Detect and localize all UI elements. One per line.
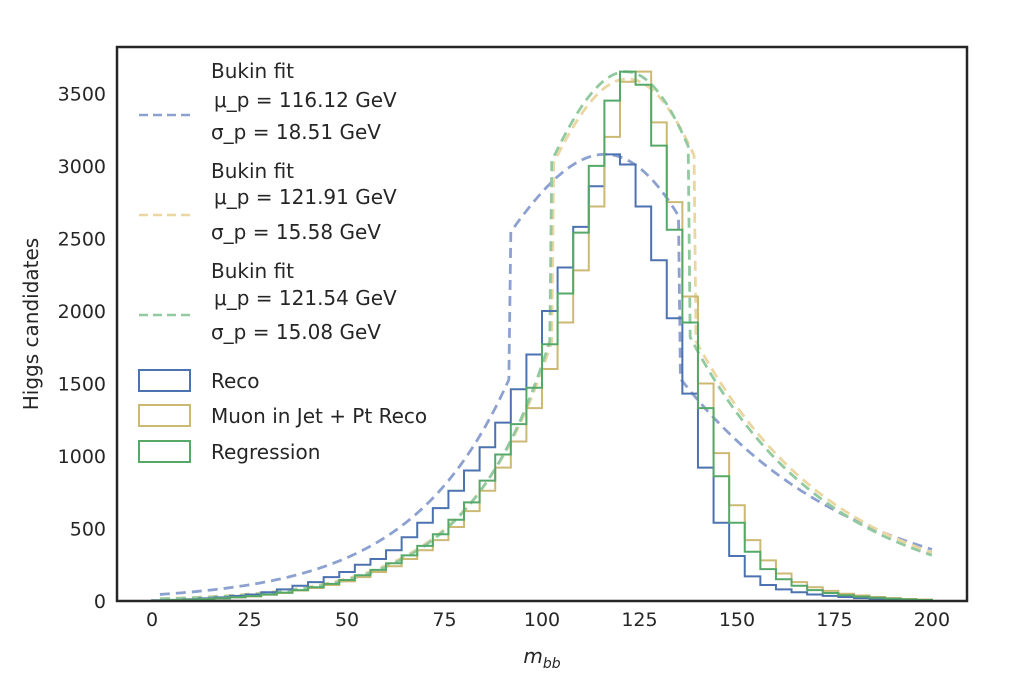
legend-regression-label: Regression [211,440,320,464]
x-tick-label: 150 [719,609,755,631]
x-tick-label: 75 [432,609,456,631]
legend-fit-muon-title: Bukin fit [211,159,294,183]
histogram-series-0 [151,153,933,602]
legend-reco-label: Reco [211,369,260,393]
x-tick-label: 175 [816,609,852,631]
fit-curve-0 [159,152,933,596]
x-tick-label: 200 [914,609,950,631]
x-axis-label: mbb [523,644,560,672]
x-tick-label: 25 [237,609,261,631]
y-axis-ticks: 0 500 1000 1500 2000 2500 3000 3500 [58,83,106,613]
y-tick-label: 0 [94,591,106,613]
x-tick-label: 100 [524,609,560,631]
legend: Bukin fit μ_p = 116.12 GeV σ_p = 18.51 G… [138,59,427,464]
fit-curve-2 [159,70,933,601]
legend-fit-regression-title: Bukin fit [211,259,294,283]
y-tick-label: 2000 [58,301,106,323]
legend-fit-reco-sigma: σ_p = 18.51 GeV [211,120,381,144]
x-tick-label: 50 [335,609,359,631]
y-axis-label: Higgs candidates [19,238,43,410]
histogram-series-2 [151,70,933,602]
x-tick-label: 125 [621,609,657,631]
y-tick-label: 1000 [58,446,106,468]
y-tick-label: 500 [70,518,106,540]
legend-reco-swatch [138,369,191,392]
legend-fit-muon-sigma: σ_p = 15.58 GeV [211,220,381,244]
legend-fit-regression-mu: μ_p = 121.54 GeV [214,286,397,310]
histogram-steps [151,70,933,602]
legend-regression-swatch [138,440,191,463]
y-tick-label: 3000 [58,156,106,178]
legend-muon-swatch [138,404,191,427]
legend-muon-label: Muon in Jet + Pt Reco [211,404,427,428]
x-axis-ticks: 0 25 50 75 100 125 150 175 200 [146,609,950,631]
y-tick-label: 1500 [58,373,106,395]
plot-frame [115,45,969,603]
legend-fit-reco-title: Bukin fit [211,59,294,83]
y-tick-label: 3500 [58,83,106,105]
legend-fit-reco-mu: μ_p = 116.12 GeV [214,88,397,112]
legend-fit-regression-sigma: σ_p = 15.08 GeV [211,320,381,344]
x-tick-label: 0 [146,609,158,631]
legend-fit-muon-mu: μ_p = 121.91 GeV [214,185,397,209]
y-tick-label: 2500 [58,228,106,250]
